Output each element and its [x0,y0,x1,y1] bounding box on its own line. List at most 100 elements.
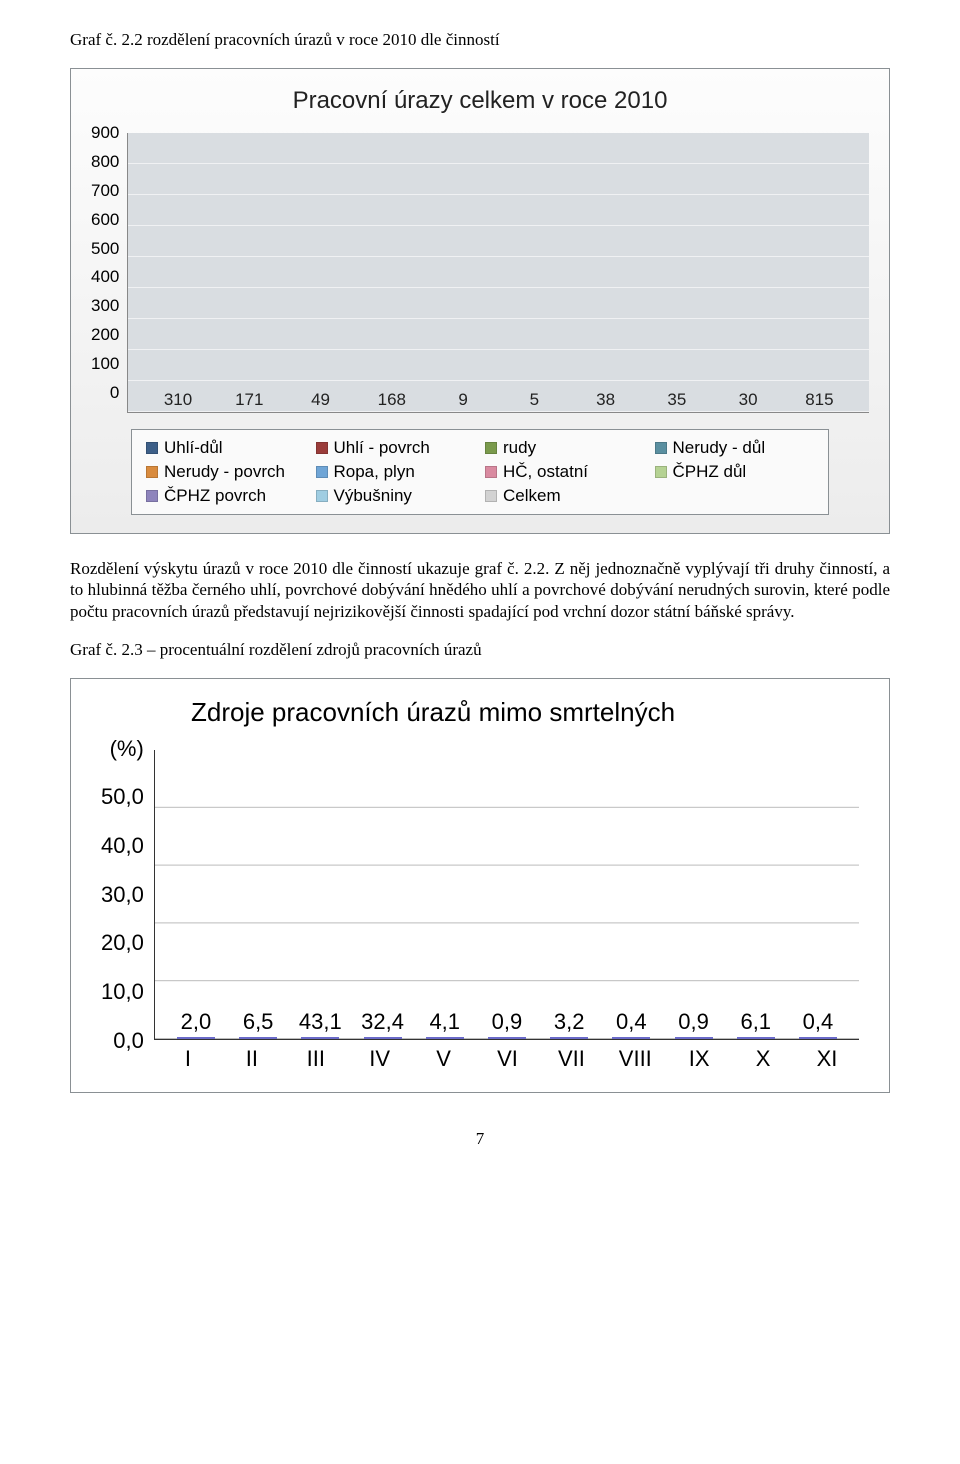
chart2-bar-value: 43,1 [299,1009,342,1035]
chart1-plot-area: 3101714916895383530815 [127,133,869,413]
legend-swatch [316,490,328,502]
chart1-bar-value: 35 [667,390,686,410]
chart2-plot-wrap: (%) 50,040,030,020,010,00,0 2,06,543,132… [101,750,859,1040]
chart2-bar-value: 3,2 [554,1009,585,1035]
chart2-bar: 43,1 [301,1037,339,1039]
chart2-x-axis: IIIIIIIVVVIVIIVIIIIXXXI [101,1046,859,1072]
chart2-bar-value: 0,4 [803,1009,834,1035]
chart1-legend-item: HČ, ostatní [485,462,645,482]
chart2-bar: 4,1 [426,1037,464,1039]
legend-label: ČPHZ povrch [164,486,266,506]
legend-label: Nerudy - důl [673,438,766,458]
legend-label: Výbušniny [334,486,412,506]
chart2-bar-slot: 0,9 [662,1037,724,1039]
chart2-bar: 32,4 [364,1037,402,1039]
chart2-heading: Graf č. 2.3 – procentuální rozdělení zdr… [70,640,890,660]
chart1-bar-value: 815 [805,390,833,410]
legend-swatch [146,490,158,502]
chart2-bar-slot: 43,1 [289,1037,351,1039]
chart1-legend-item: Uhlí-důl [146,438,306,458]
chart2-bar-slot: 0,4 [600,1037,662,1039]
chart2-bar-slot: 2,0 [165,1037,227,1039]
chart1-ytick: 800 [91,152,119,172]
chart1-y-axis: 9008007006005004003002001000 [91,123,127,403]
chart2-xtick: XI [795,1046,859,1072]
chart1-legend-item: ČPHZ povrch [146,486,306,506]
chart1-ytick: 100 [91,354,119,374]
chart1-legend-item: Ropa, plyn [316,462,476,482]
chart2-bar: 3,2 [550,1037,588,1039]
chart2-xtick: I [156,1046,220,1072]
legend-label: Celkem [503,486,561,506]
chart2-ytick: 0,0 [101,1028,144,1054]
legend-swatch [146,466,158,478]
chart1-ytick: 200 [91,325,119,345]
chart2-bar: 0,4 [799,1037,837,1039]
chart1-title: Pracovní úrazy celkem v roce 2010 [91,87,869,115]
chart2-bar-slot: 3,2 [538,1037,600,1039]
body-paragraph: Rozdělení výskytu úrazů v roce 2010 dle … [70,558,890,622]
chart2-bar-value: 0,9 [678,1009,709,1035]
chart2-bar-value: 32,4 [361,1009,404,1035]
chart1-bars: 3101714916895383530815 [128,133,869,412]
chart1-legend-item: Nerudy - povrch [146,462,306,482]
chart2-xtick: IV [348,1046,412,1072]
chart2-container: Zdroje pracovních úrazů mimo smrtelných … [70,678,890,1093]
chart2-ytick: 50,0 [101,784,144,810]
chart2-bar: 0,4 [612,1037,650,1039]
chart2-bar-value: 6,1 [740,1009,771,1035]
legend-swatch [655,466,667,478]
legend-swatch [655,442,667,454]
legend-swatch [485,466,497,478]
chart2-bar: 2,0 [177,1037,215,1039]
chart1-bar-value: 168 [378,390,406,410]
chart1-ytick: 500 [91,239,119,259]
chart1-bar-value: 30 [739,390,758,410]
chart2-bar-slot: 0,4 [787,1037,849,1039]
chart2-bar-slot: 4,1 [414,1037,476,1039]
chart2-bar-slot: 0,9 [476,1037,538,1039]
chart2-bar-value: 6,5 [243,1009,274,1035]
chart1-ytick: 900 [91,123,119,143]
legend-swatch [485,490,497,502]
chart2-y-axis: (%) 50,040,030,020,010,00,0 [101,736,154,1054]
chart1-plot-wrap: 9008007006005004003002001000 31017149168… [91,133,869,413]
chart2-title: Zdroje pracovních úrazů mimo smrtelných [101,697,859,728]
chart2-ytick: 40,0 [101,833,144,859]
legend-label: Uhlí - povrch [334,438,430,458]
legend-label: Nerudy - povrch [164,462,285,482]
legend-swatch [316,466,328,478]
chart2-xtick: X [731,1046,795,1072]
chart2-xtick: VI [476,1046,540,1072]
legend-label: Ropa, plyn [334,462,415,482]
legend-swatch [485,442,497,454]
chart1-legend-item: Výbušniny [316,486,476,506]
chart2-xtick: II [220,1046,284,1072]
legend-label: HČ, ostatní [503,462,588,482]
chart1-bar-value: 9 [458,390,467,410]
chart2-bar: 6,5 [239,1037,277,1039]
legend-swatch [146,442,158,454]
chart2-xtick: VIII [603,1046,667,1072]
legend-label: ČPHZ důl [673,462,747,482]
chart1-container: Pracovní úrazy celkem v roce 2010 900 800… [70,68,890,534]
page-number: 7 [70,1129,890,1149]
chart2-xtick: V [412,1046,476,1072]
chart1-legend-item: Uhlí - povrch [316,438,476,458]
chart1-legend-item: Celkem [485,486,645,506]
chart2-bar-slot: 32,4 [351,1037,413,1039]
chart1-heading: Graf č. 2.2 rozdělení pracovních úrazů v… [70,30,890,50]
chart1-bar-value: 38 [596,390,615,410]
chart2-ytick: 10,0 [101,979,144,1005]
chart1-legend: Uhlí-důlUhlí - povrchrudyNerudy - důlNer… [131,429,829,515]
chart2-bar-slot: 6,5 [227,1037,289,1039]
chart2-bar-value: 0,9 [492,1009,523,1035]
chart2-bars: 2,06,543,132,44,10,93,20,40,96,10,4 [155,750,859,1039]
chart2-xtick: VII [539,1046,603,1072]
chart1-ytick: 700 [91,181,119,201]
chart1-legend-item: Nerudy - důl [655,438,815,458]
chart2-ytick: 20,0 [101,930,144,956]
legend-label: Uhlí-důl [164,438,223,458]
chart2-bar-slot: 6,1 [725,1037,787,1039]
chart2-bar-value: 2,0 [181,1009,212,1035]
